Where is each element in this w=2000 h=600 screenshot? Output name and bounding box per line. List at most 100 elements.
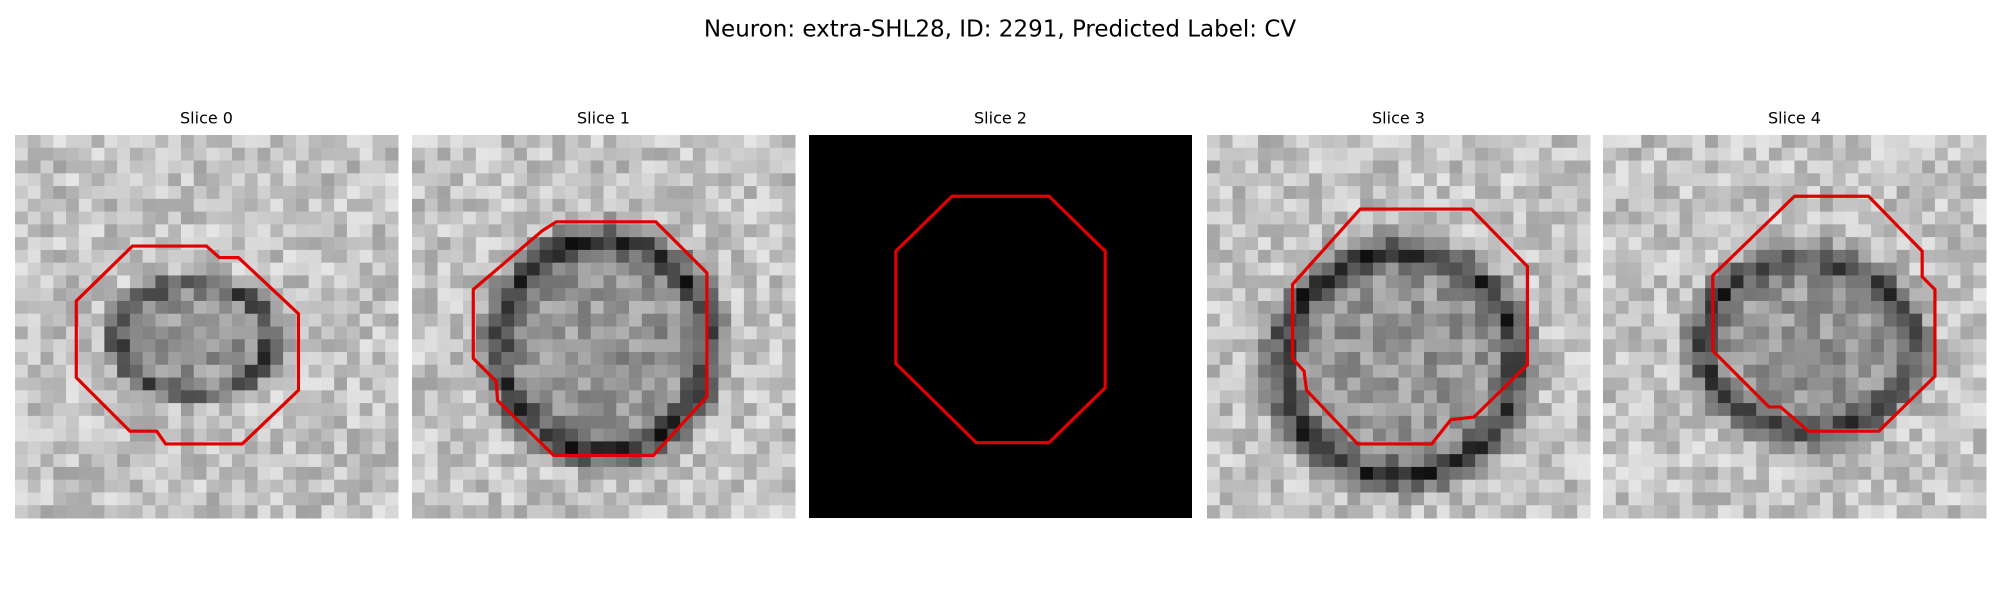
pixel: [475, 428, 490, 442]
pixel: [1794, 160, 1808, 174]
pixel: [1896, 173, 1910, 187]
pixel: [1398, 505, 1412, 519]
pixel: [1487, 262, 1502, 276]
pixel: [1858, 224, 1872, 238]
pixel: [1551, 454, 1565, 468]
pixel: [155, 211, 169, 225]
pixel: [743, 492, 758, 506]
pixel: [450, 262, 464, 276]
pixel: [91, 237, 105, 251]
pixel: [1564, 275, 1578, 289]
pixel: [1436, 173, 1451, 187]
pixel: [641, 313, 656, 328]
pixel: [308, 288, 322, 302]
pixel: [359, 441, 373, 455]
pixel: [463, 454, 477, 468]
pixel: [53, 198, 67, 213]
pixel: [180, 339, 195, 353]
pixel: [488, 403, 502, 417]
pixel: [1564, 415, 1578, 430]
pixel: [1934, 135, 1949, 149]
pixel: [1219, 173, 1234, 187]
pixel: [104, 466, 118, 481]
pixel: [552, 313, 566, 328]
pixel: [1845, 505, 1859, 519]
pixel: [91, 441, 105, 455]
pixel: [1781, 479, 1796, 493]
pixel: [769, 160, 783, 174]
pixel: [91, 415, 105, 430]
pixel: [526, 364, 541, 379]
pixel: [1909, 198, 1923, 213]
pixel: [1207, 313, 1221, 328]
pixel: [1411, 364, 1425, 379]
pixel: [91, 479, 105, 493]
pixel: [654, 377, 668, 391]
pixel: [334, 326, 348, 340]
pixel: [1794, 479, 1808, 493]
pixel: [308, 135, 322, 149]
pixel: [769, 288, 783, 302]
pixel: [1385, 300, 1400, 315]
pixel: [1372, 237, 1387, 251]
pixel: [1973, 288, 1987, 302]
pixel: [372, 160, 386, 174]
pixel: [692, 377, 707, 391]
pixel: [1296, 224, 1310, 238]
pixel: [1947, 288, 1961, 302]
pixel: [629, 186, 643, 200]
pixel: [1641, 454, 1655, 468]
pixel: [1922, 479, 1936, 493]
pixel: [66, 135, 80, 149]
pixel: [66, 505, 80, 519]
pixel: [1321, 288, 1336, 302]
pixel: [1347, 160, 1361, 174]
pixel: [385, 275, 399, 289]
pixel: [1960, 403, 1974, 417]
pixel: [1768, 441, 1783, 455]
pixel: [731, 415, 745, 430]
pixel: [40, 479, 54, 493]
pixel: [1513, 300, 1527, 315]
pixel: [463, 224, 477, 238]
pixel: [117, 288, 131, 302]
pixel: [219, 186, 233, 200]
pixel: [53, 186, 67, 200]
pixel: [1385, 147, 1400, 162]
pixel: [1347, 237, 1361, 251]
pixel: [15, 135, 29, 149]
pixel: [1334, 249, 1348, 264]
pixel: [1449, 492, 1463, 506]
pixel: [180, 479, 195, 493]
pixel: [1871, 505, 1885, 519]
pixel: [1679, 313, 1693, 328]
pixel: [1526, 147, 1540, 162]
pixel: [577, 262, 592, 276]
pixel: [283, 454, 297, 468]
pixel: [514, 300, 528, 315]
pixel: [1654, 428, 1668, 442]
pixel: [1245, 479, 1259, 493]
pixel: [475, 198, 490, 213]
pixel: [1424, 288, 1438, 302]
pixel: [412, 454, 426, 468]
pixel: [270, 390, 284, 404]
pixel: [1679, 326, 1693, 340]
pixel: [424, 403, 439, 417]
pixel: [629, 364, 643, 379]
pixel: [295, 505, 310, 519]
pixel: [501, 262, 515, 276]
pixel: [539, 326, 553, 340]
pixel: [1641, 288, 1655, 302]
pixel: [641, 466, 656, 481]
pixel: [488, 135, 502, 149]
pixel: [667, 173, 681, 187]
pixel: [283, 262, 297, 276]
pixel: [180, 390, 195, 404]
pixel: [129, 135, 144, 149]
pixel: [1679, 160, 1693, 174]
pixel: [1411, 173, 1425, 187]
pixel: [1781, 326, 1796, 340]
pixel: [1296, 300, 1310, 315]
pixel: [1347, 505, 1361, 519]
